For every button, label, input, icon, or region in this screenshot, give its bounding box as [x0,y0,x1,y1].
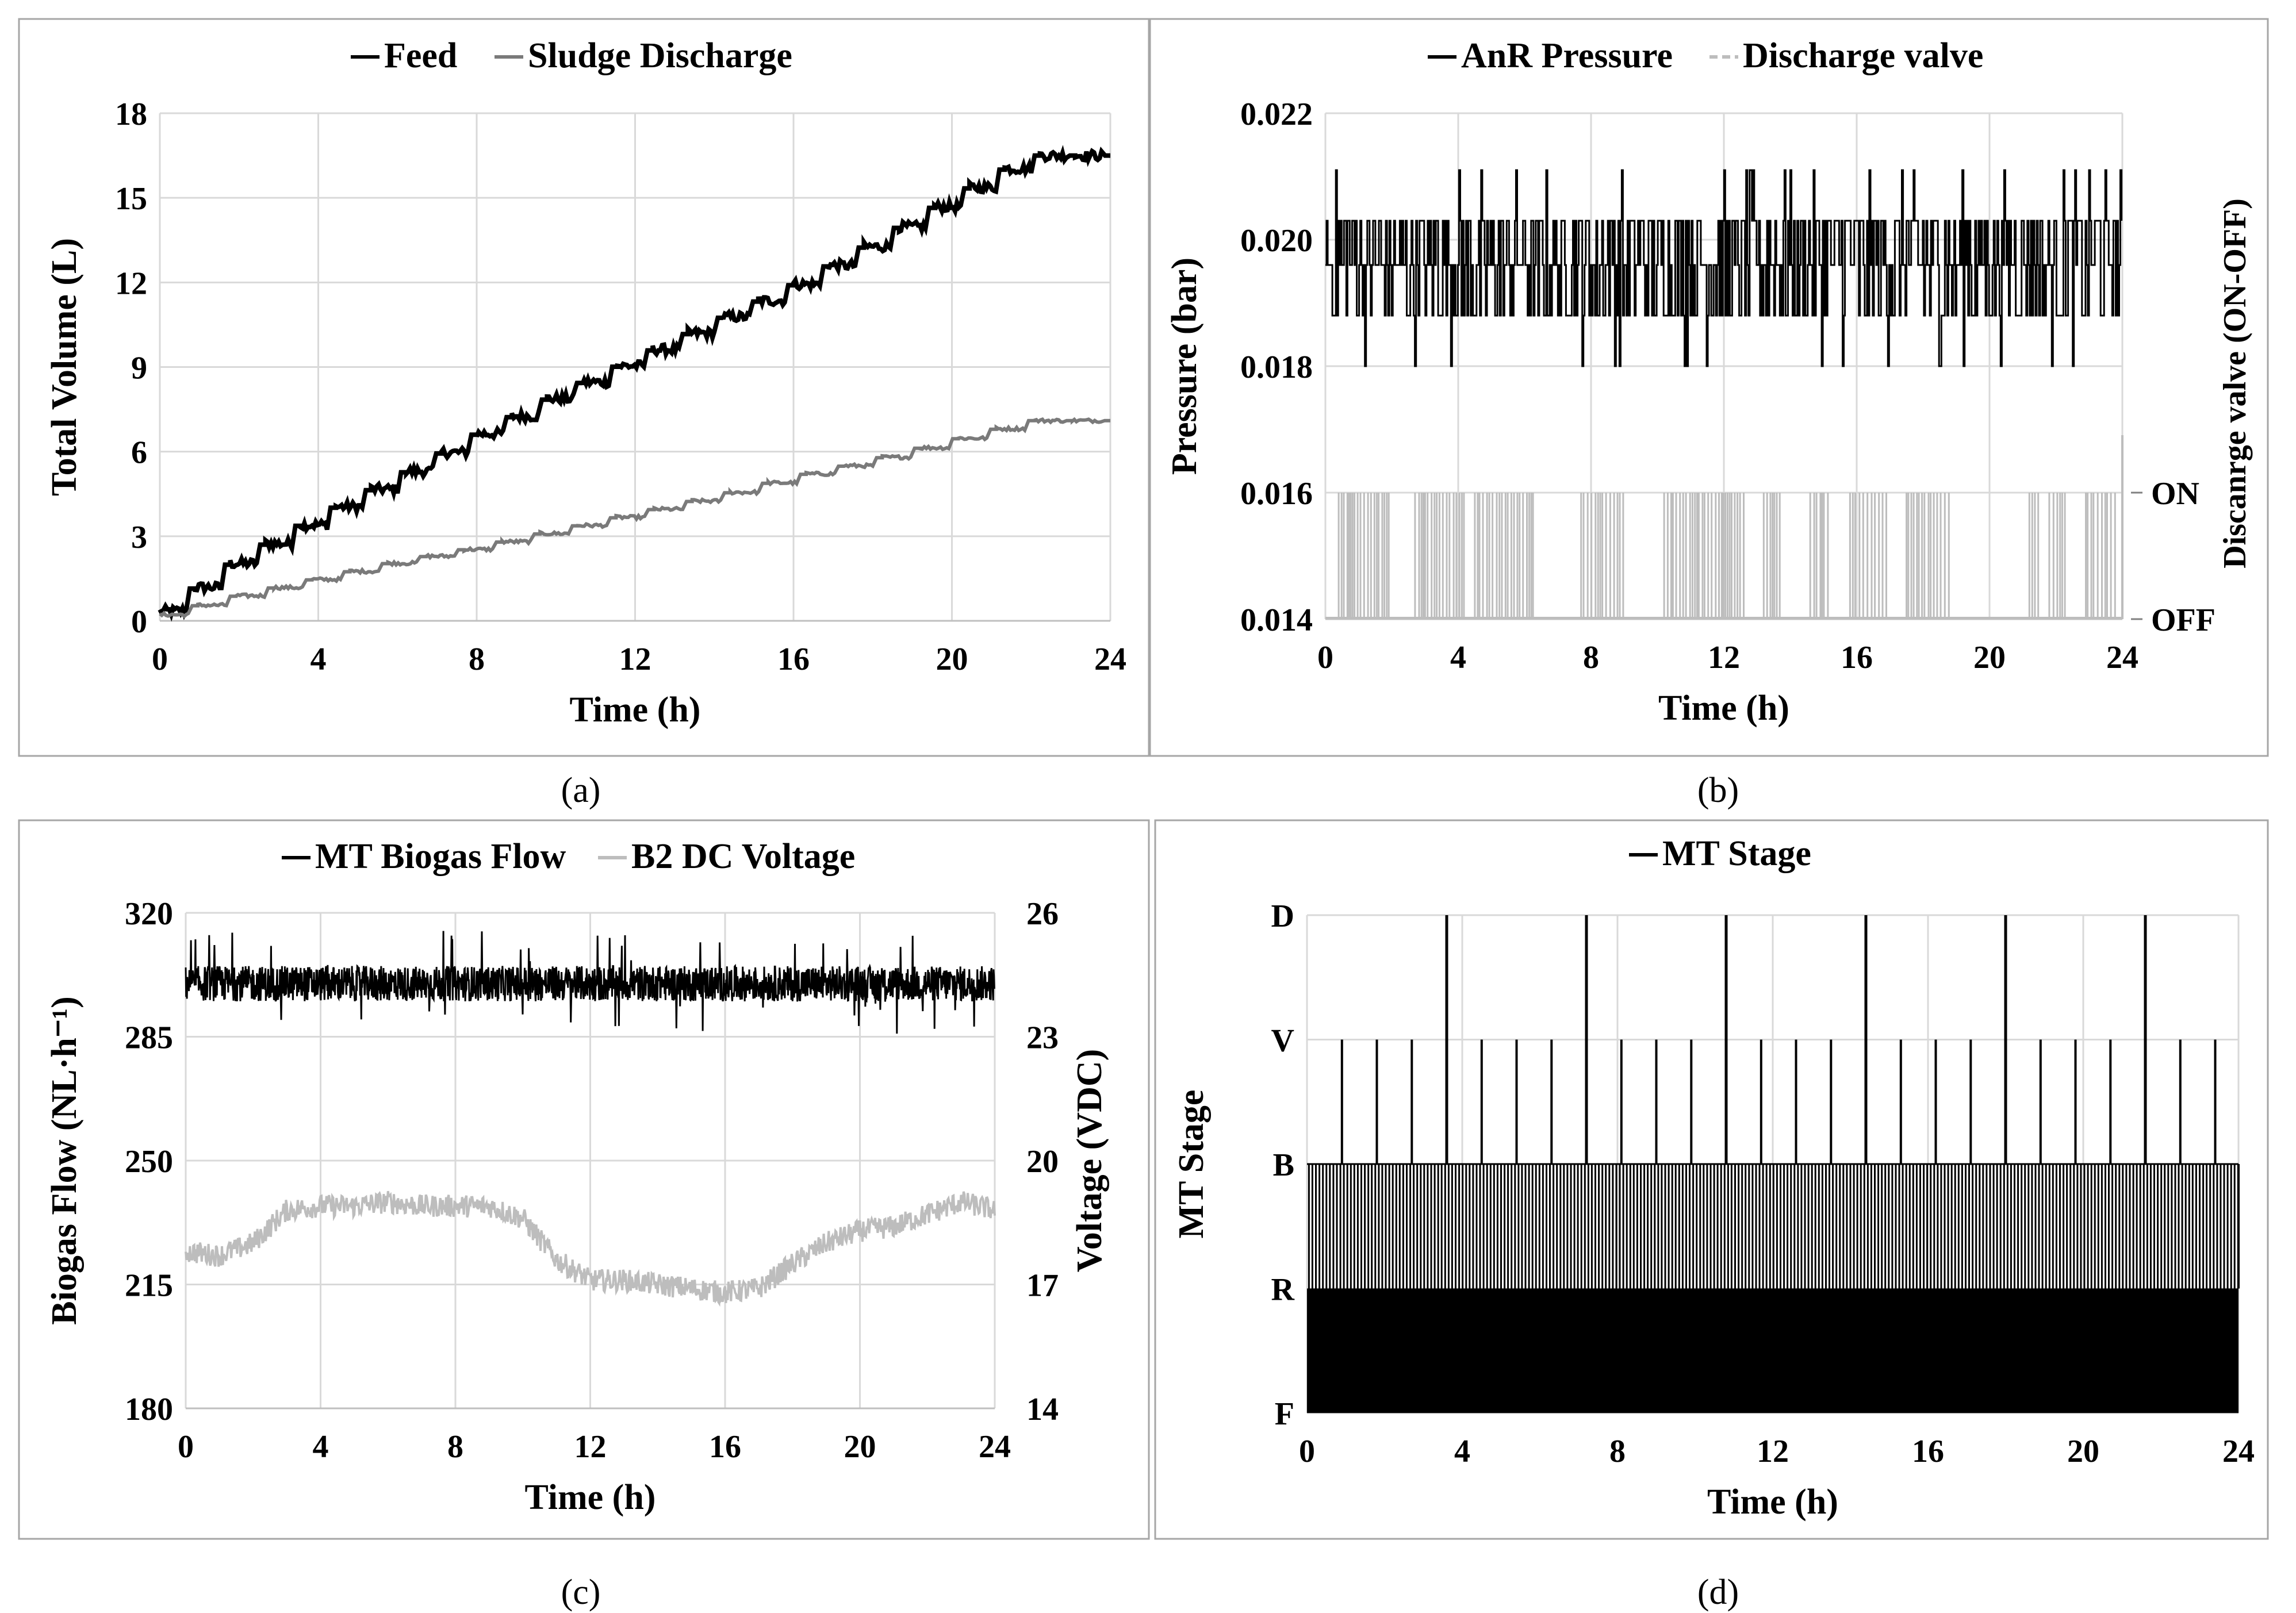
legend-label-0: AnR Pressure [1461,36,1673,75]
x-tick-label: 12 [619,642,651,677]
y2-tick-label-on: ON [2151,476,2199,512]
y-axis-title: Biogas Flow (NL·h⁻¹) [45,996,84,1324]
y-tick-label: 0.014 [1240,602,1313,638]
x-tick-label: 24 [2106,640,2138,675]
y-tick-label: 0 [131,604,147,640]
y-tick-label: 12 [115,266,147,301]
x-tick-label: 12 [1708,640,1740,675]
x-tick-label: 8 [447,1429,463,1465]
x-tick-label: 16 [1841,640,1873,675]
panel-frame-d [1154,819,2269,1540]
panel-frame-c [18,819,1150,1540]
x-tick-label: 0 [152,642,168,677]
x-tick-label: 24 [1094,642,1126,677]
x-tick-label: 0 [1299,1434,1315,1469]
y-tick-label: 0.020 [1240,223,1313,259]
y-tick-label: 250 [125,1144,173,1180]
y-tick-label: 0.018 [1240,350,1313,385]
y2-tick-label: 23 [1026,1020,1059,1056]
y2-tick-label: 20 [1026,1144,1059,1180]
x-tick-label: 20 [936,642,968,677]
x-tick-label: 12 [574,1429,607,1465]
x-tick-label: 20 [844,1429,876,1465]
series-line-sludge-discharge [159,417,1110,619]
y-tick-label: 15 [115,181,147,217]
y-tick-label: R [1271,1272,1295,1308]
y-tick-label: 285 [125,1020,173,1056]
x-tick-label: 16 [709,1429,741,1465]
chart-d: 0 4 8 12 16 20 24 F R B V D Time (h) MT Stage MT Stage [1172,834,2255,1522]
series-line-anr-pressure [1325,169,2123,367]
stage-r-block [1307,1288,2238,1413]
chart-c: 0 4 8 12 16 20 24 180 215 250 285 320 Time (h) Biogas… [45,837,1109,1517]
y-tick-label: D [1271,898,1294,934]
y-tick-label: B [1273,1147,1294,1183]
caption-c: (c) [561,1573,601,1612]
x-tick-label: 20 [2067,1434,2099,1469]
caption-a: (a) [561,771,601,810]
x-axis-title: Time (h) [525,1478,656,1517]
caption-d: (d) [1697,1573,1739,1612]
y-tick-label: 3 [131,520,147,555]
x-tick-label: 0 [1317,640,1333,675]
caption-b: (b) [1697,771,1739,810]
y-axis-title: Total Volume (L) [45,238,84,496]
series-line-discharge-valve [1337,493,2116,619]
series-line-feed [158,145,1110,622]
y-tick-label: 0.016 [1240,476,1313,512]
x-axis-title: Time (h) [570,690,701,729]
x-tick-label: 24 [979,1429,1011,1465]
x-axis-title: Time (h) [1707,1483,1838,1522]
x-tick-label: 4 [1450,640,1466,675]
y-tick-label: 0.022 [1240,97,1313,132]
series-line-b2-dc-voltage [185,1190,996,1307]
x-tick-label: 16 [1912,1434,1944,1469]
stage-d-spikes [1445,915,2147,1164]
y-tick-label: V [1271,1023,1294,1059]
legend-label-1: B2 DC Voltage [631,837,855,876]
y-tick-label: 6 [131,435,147,471]
y2-axis-title: Discanrge valve (ON-OFF) [2217,198,2253,569]
series-line-mt-biogas-flow [185,931,995,1034]
y-tick-label: 215 [125,1268,173,1304]
y2-tick-label: 17 [1026,1268,1059,1304]
x-tick-label: 20 [1973,640,2006,675]
y-axis-title: MT Stage [1172,1090,1211,1239]
chart-a: 0 4 8 12 16 20 24 0 3 6 9 12 15 18 Time (h) Total Volum… [45,36,1126,729]
y2-tick-label-off: OFF [2151,602,2215,638]
y-tick-label: 180 [125,1392,173,1427]
x-tick-label: 8 [469,642,485,677]
x-tick-label: 16 [777,642,810,677]
y-tick-label: 320 [125,896,173,932]
legend-label-1: Sludge Discharge [528,36,792,75]
legend-label-0: MT Biogas Flow [315,837,566,876]
stage-v-spikes [1340,1039,2217,1164]
legend-label-1: Discharge valve [1743,36,1983,75]
y-tick-label: F [1275,1396,1294,1432]
legend-label-0: Feed [384,36,457,75]
y-tick-label: 9 [131,351,147,386]
legend-label-0: MT Stage [1662,834,1811,873]
y2-axis-title: Voltage (VDC) [1070,1049,1109,1273]
stage-b-lines [1308,1164,2239,1289]
y-tick-label: 18 [115,97,147,132]
x-tick-label: 0 [178,1429,194,1465]
x-tick-label: 12 [1757,1434,1789,1469]
panel-frame-a [18,18,1150,757]
x-tick-label: 8 [1609,1434,1626,1469]
x-tick-label: 4 [1454,1434,1470,1469]
y-axis-title: Pressure (bar) [1165,258,1204,475]
x-axis-title: Time (h) [1658,689,1789,728]
y2-tick-label: 14 [1026,1392,1059,1427]
x-tick-label: 8 [1583,640,1599,675]
y2-tick-label: 26 [1026,896,1059,932]
x-tick-label: 24 [2222,1434,2255,1469]
panel-frame-b [1149,18,2269,757]
chart-b: 0 4 8 12 16 20 24 0.014 0.016 0.018 0.020 0.022 Time… [1165,36,2253,728]
x-tick-label: 4 [313,1429,329,1465]
x-tick-label: 4 [311,642,327,677]
